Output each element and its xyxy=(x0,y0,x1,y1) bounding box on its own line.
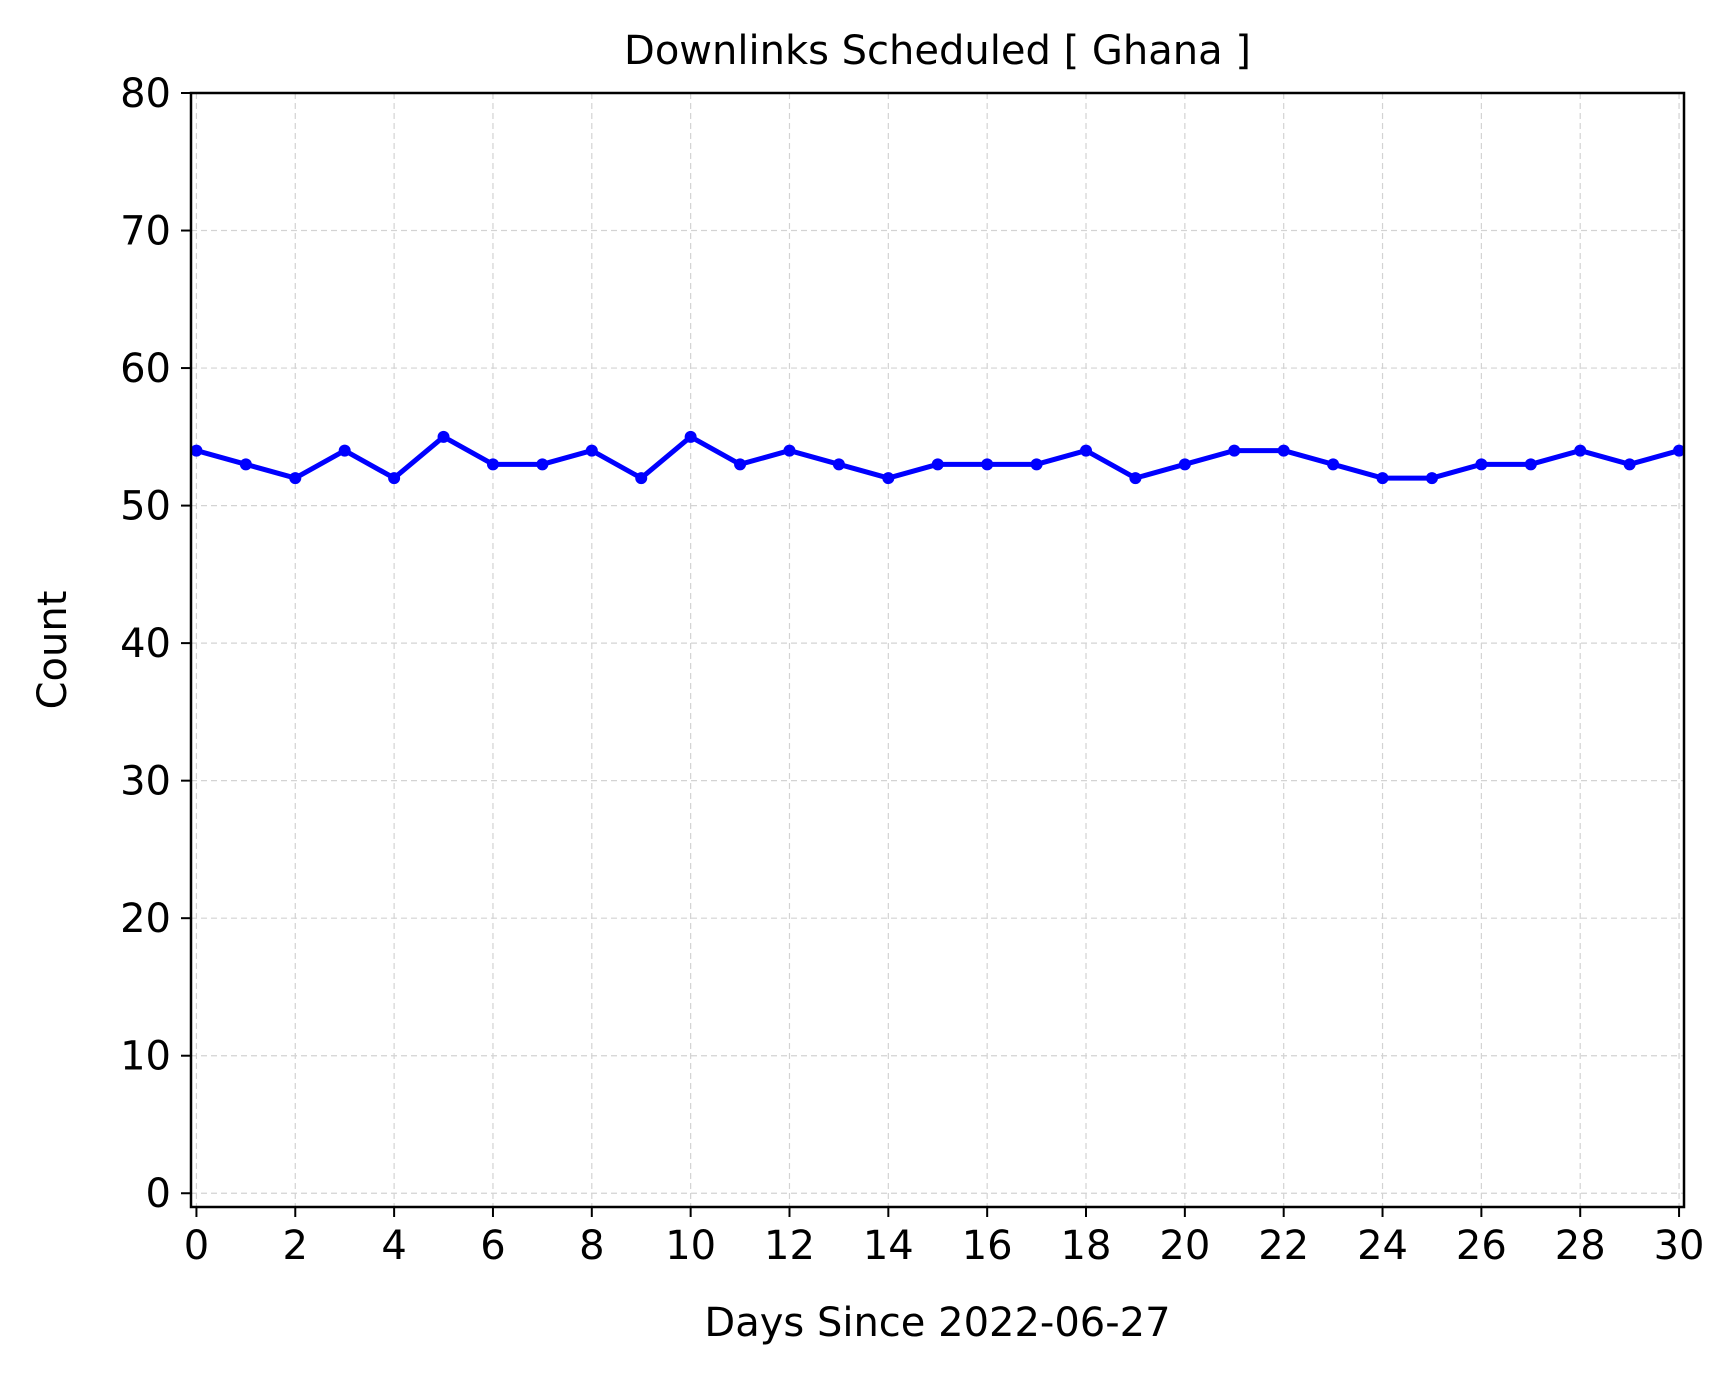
data-point xyxy=(239,458,252,471)
y-tick-label: 0 xyxy=(146,1171,171,1217)
y-tick-label: 40 xyxy=(120,621,171,667)
x-tick-label: 12 xyxy=(764,1223,815,1269)
y-tick-label: 70 xyxy=(120,209,171,255)
x-tick-label: 2 xyxy=(283,1223,308,1269)
data-point xyxy=(1623,458,1636,471)
data-point xyxy=(1524,458,1537,471)
x-tick-label: 6 xyxy=(480,1223,505,1269)
y-tick-label: 30 xyxy=(120,759,171,805)
data-point xyxy=(1129,472,1142,485)
x-tick-label: 16 xyxy=(962,1223,1013,1269)
data-point xyxy=(338,444,351,457)
data-point xyxy=(1080,444,1093,457)
data-point xyxy=(1277,444,1290,457)
x-tick-label: 24 xyxy=(1357,1223,1408,1269)
chart-title: Downlinks Scheduled [ Ghana ] xyxy=(624,28,1251,74)
data-point xyxy=(684,430,697,443)
y-tick-label: 80 xyxy=(120,71,171,117)
series-layer xyxy=(190,430,1686,485)
x-tick-label: 18 xyxy=(1061,1223,1112,1269)
data-point xyxy=(1673,444,1686,457)
y-tick-label: 20 xyxy=(120,896,171,942)
data-point xyxy=(1178,458,1191,471)
grid xyxy=(191,92,1684,1207)
x-tick-label: 10 xyxy=(665,1223,716,1269)
data-point xyxy=(635,472,648,485)
data-point xyxy=(783,444,796,457)
x-tick-label: 8 xyxy=(579,1223,604,1269)
data-point xyxy=(1475,458,1488,471)
data-point xyxy=(585,444,598,457)
x-tick-label: 20 xyxy=(1159,1223,1210,1269)
x-tick-label: 28 xyxy=(1555,1223,1606,1269)
data-point xyxy=(1327,458,1340,471)
y-tick-label: 50 xyxy=(120,484,171,530)
data-point xyxy=(289,472,302,485)
data-point xyxy=(388,472,401,485)
x-axis-label: Days Since 2022-06-27 xyxy=(704,1300,1170,1346)
ticks: 0 2 4 6 8 10 12 14 16 18 20 22 24 26 28 300102030405060… xyxy=(120,71,1704,1269)
data-point xyxy=(486,458,499,471)
y-axis-label: Count xyxy=(30,591,76,710)
data-point xyxy=(190,444,203,457)
data-point xyxy=(1030,458,1043,471)
data-point xyxy=(981,458,994,471)
data-point xyxy=(1425,472,1438,485)
x-tick-label: 0 xyxy=(184,1223,209,1269)
data-point xyxy=(1376,472,1389,485)
data-point xyxy=(437,430,450,443)
data-point xyxy=(882,472,895,485)
data-point xyxy=(536,458,549,471)
plot-frame xyxy=(189,91,1686,1209)
data-point xyxy=(734,458,747,471)
data-point xyxy=(1574,444,1587,457)
data-point xyxy=(931,458,944,471)
x-tick-label: 30 xyxy=(1654,1223,1705,1269)
y-tick-label: 10 xyxy=(120,1034,171,1080)
x-tick-label: 26 xyxy=(1456,1223,1507,1269)
y-tick-label: 60 xyxy=(120,346,171,392)
data-point xyxy=(1228,444,1241,457)
x-tick-label: 4 xyxy=(381,1223,406,1269)
x-tick-label: 14 xyxy=(863,1223,914,1269)
data-point xyxy=(832,458,845,471)
x-tick-label: 22 xyxy=(1258,1223,1309,1269)
